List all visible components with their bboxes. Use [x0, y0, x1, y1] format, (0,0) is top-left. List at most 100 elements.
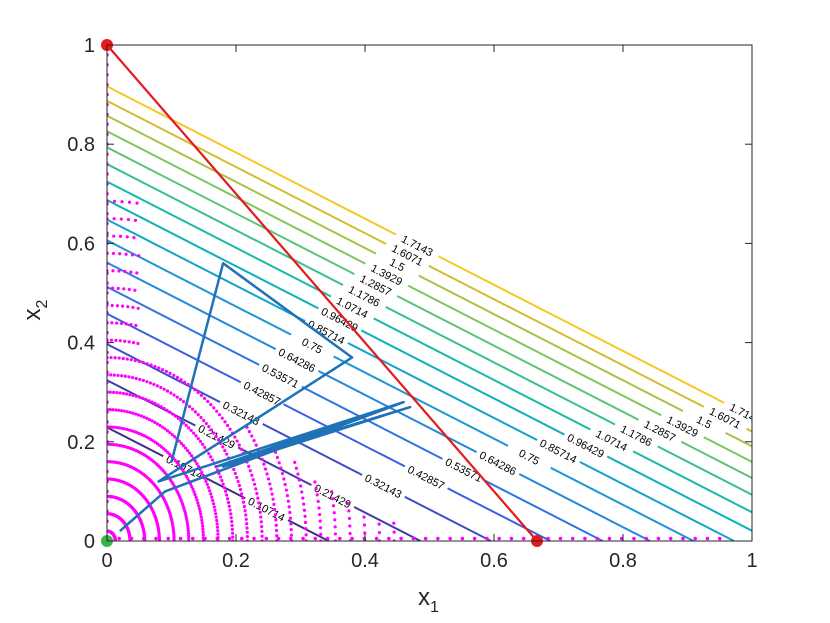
- sample-point: [223, 489, 228, 493]
- sample-point: [251, 478, 255, 482]
- sample-point: [257, 501, 261, 505]
- sample-point: [131, 393, 135, 398]
- sample-point: [162, 387, 166, 391]
- x-tick-label: 0: [101, 550, 112, 572]
- sample-point: [160, 368, 165, 372]
- y-axis-ticks: 0 0.2 0.4 0.6 0.8 1: [67, 35, 752, 553]
- sample-point: [111, 408, 115, 412]
- sample-point: [287, 505, 291, 509]
- sample-point: [111, 269, 115, 273]
- sample-point: [275, 534, 279, 538]
- sample-point: [116, 373, 120, 377]
- sample-point: [110, 303, 114, 308]
- sample-point: [175, 375, 180, 380]
- sample-point: [176, 416, 180, 420]
- sample-point: [112, 199, 117, 203]
- x-tick-label: 0.6: [480, 550, 508, 572]
- sample-point: [362, 523, 367, 527]
- sample-point: [181, 400, 186, 404]
- sample-point: [121, 356, 125, 361]
- sample-point: [293, 460, 297, 464]
- sample-point: [218, 475, 223, 479]
- sample-point: [186, 477, 190, 481]
- sample-point: [184, 423, 188, 427]
- sample-point: [297, 478, 301, 482]
- sample-point: [233, 435, 237, 439]
- sample-point: [159, 405, 163, 409]
- y-tick-label: 0.4: [67, 333, 95, 355]
- sample-point: [141, 396, 145, 400]
- contour-line: [107, 85, 752, 419]
- contour-label-bg: [358, 468, 409, 504]
- sample-point: [521, 536, 526, 541]
- sample-point: [185, 519, 189, 523]
- sample-point: [186, 526, 190, 530]
- sample-point: [263, 467, 268, 471]
- sample-point: [186, 531, 191, 536]
- contour-label-bg: [439, 452, 489, 488]
- sample-point: [314, 486, 318, 491]
- sample-point: [185, 448, 190, 453]
- contour-line: [107, 285, 604, 541]
- sample-point: [212, 505, 216, 509]
- contour-line: [107, 180, 752, 514]
- contour-label-bg: [504, 439, 554, 474]
- sample-point: [247, 464, 251, 468]
- sample-point: [117, 356, 121, 360]
- sample-point: [411, 536, 416, 541]
- sample-point: [240, 536, 244, 541]
- sample-point: [215, 525, 220, 529]
- sample-point: [220, 478, 224, 483]
- sample-point: [113, 356, 117, 360]
- sample-point: [693, 536, 698, 541]
- contour-label-bg: [700, 400, 750, 435]
- sample-point: [210, 458, 215, 462]
- contour-line: [107, 163, 752, 496]
- contour-line: [107, 114, 752, 448]
- sample-point: [252, 536, 256, 541]
- sample-point: [387, 536, 391, 541]
- sample-point: [193, 410, 197, 414]
- sample-point: [156, 403, 160, 407]
- sample-point: [243, 509, 247, 513]
- sample-point: [331, 497, 335, 501]
- sample-point: [184, 516, 189, 521]
- sample-point: [128, 393, 132, 397]
- sample-point: [460, 536, 465, 541]
- sample-point: [204, 479, 208, 483]
- sample-point: [187, 451, 192, 455]
- sample-point: [193, 492, 197, 497]
- sample-point: [206, 485, 211, 490]
- sample-point: [276, 536, 281, 541]
- sample-point: [128, 410, 132, 415]
- sample-point: [187, 534, 191, 538]
- sample-point: [238, 488, 243, 492]
- contour-label-bg: [287, 328, 337, 363]
- sample-point: [245, 535, 250, 539]
- sample-point: [260, 525, 264, 529]
- sample-point: [194, 434, 198, 438]
- sample-point: [250, 473, 254, 477]
- sample-point: [230, 523, 234, 528]
- sample-point: [272, 502, 276, 506]
- sample-point: [199, 393, 204, 398]
- contour-label-bg: [372, 247, 422, 282]
- sample-point: [252, 438, 256, 443]
- sample-point: [232, 467, 236, 472]
- sample-point: [546, 536, 550, 541]
- sample-point: [284, 488, 288, 492]
- sample-point: [153, 401, 157, 406]
- sample-point: [123, 339, 127, 343]
- sample-point: [112, 425, 117, 429]
- sample-point: [260, 457, 264, 461]
- sample-point: [299, 484, 303, 488]
- sample-point: [244, 517, 248, 521]
- sample-point: [115, 425, 119, 430]
- sample-point: [203, 396, 207, 400]
- x-tick-label: 0.4: [351, 550, 379, 572]
- sample-point: [120, 374, 124, 378]
- sample-point: [118, 234, 123, 238]
- sample-point: [207, 425, 211, 429]
- sample-point: [196, 413, 200, 417]
- sample-point: [197, 504, 201, 508]
